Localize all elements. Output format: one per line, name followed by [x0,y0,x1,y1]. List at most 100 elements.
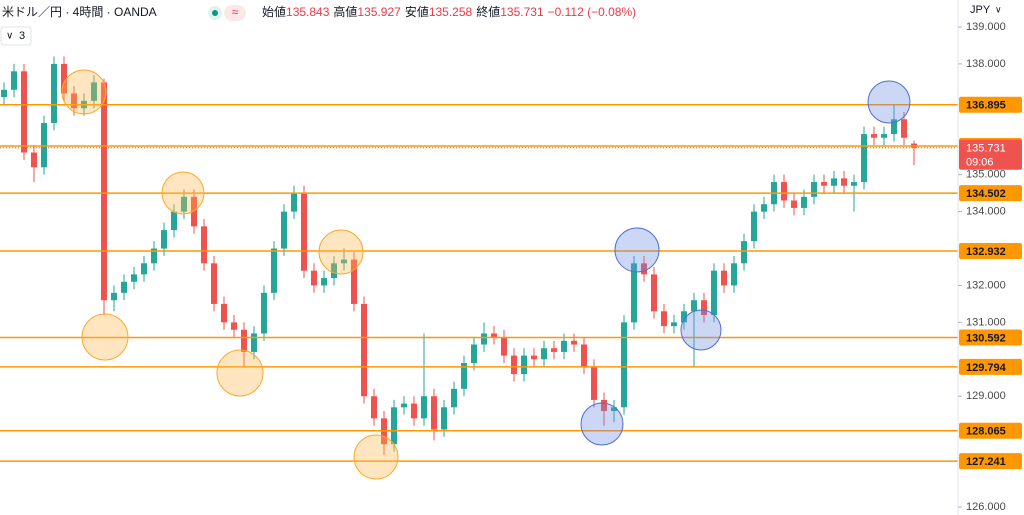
candle-body [231,322,237,330]
annotations [61,69,911,480]
level-label-bg [959,422,1022,439]
ohlc-label: 終値 [476,4,500,19]
level-label: 134.502 [966,188,1006,200]
last-price-bg [959,139,1022,170]
candle-body [431,396,437,430]
candle-body [491,333,497,338]
candle-body [511,355,517,375]
candle-body [351,259,357,304]
candles [1,56,917,456]
candle-body [701,300,707,315]
candle-body [501,337,507,356]
candle-body [181,196,187,212]
levels [0,103,958,462]
candle-body [561,340,567,352]
candle-body [801,196,807,208]
ohlc-value: 135.927 [357,5,401,19]
price-axis: 139.000 138.000 135.000 134.000 132.000 131.0… [958,21,1006,513]
candle-body [591,366,597,400]
candle-body [221,303,227,323]
candle-body [11,71,17,90]
level-label: 136.895 [966,100,1006,112]
candle-body [161,230,167,249]
candle-body [391,407,397,445]
candle-body [331,263,337,279]
candle-body [241,329,247,352]
candle-body [261,292,267,334]
candle-body [191,196,197,227]
y-tick-label: 131.000 [966,316,1006,328]
candle-body [551,348,557,352]
level-labels: 136.895135.778134.502132.932130.592129.7… [959,96,1022,470]
ohlc-value: 135.258 [429,5,473,19]
highlight-circle [61,69,107,115]
candle-body [291,193,297,212]
candle-body [21,71,27,153]
chevron: ∨ [6,31,13,42]
candle-body [41,122,47,168]
candle-body [91,82,97,101]
candle-body [741,241,747,264]
candle-body [711,270,717,315]
candle-body [1,89,7,98]
y-tick-label: 129.000 [966,390,1006,402]
y-tick-label: 135.000 [966,169,1006,181]
status-dot [212,10,218,16]
candle-body [361,303,367,397]
candle-body [731,263,737,286]
candle-body [411,403,417,419]
candle-body [401,403,407,408]
highlight-circle [867,80,911,124]
candle-body [571,340,577,345]
candle-body [471,344,477,363]
highlight-circle [216,349,264,397]
candle-body [111,292,117,301]
y-tick-label: 126.000 [966,501,1006,513]
highlight-circle [161,171,205,215]
candle-body [251,333,257,352]
y-tick-label: 139.000 [966,21,1006,33]
candle-body [451,388,457,408]
candle-body [751,211,757,242]
candle-body [301,193,307,271]
highlight-circle [680,309,722,351]
level-label: 127.241 [966,456,1006,468]
candle-body [171,211,177,231]
candle-body [861,134,867,183]
candle-body [541,348,547,360]
countdown: 09:06 [966,157,994,169]
indicator-toggle[interactable] [0,26,32,46]
candle-body [441,407,447,430]
level-label-bg [959,453,1022,470]
candle-body [761,204,767,212]
ohlc-label: 高値 [333,4,357,19]
header: 米ドル／円 · 4時間 · OANDA ≈ 始値135.843 高値135.927… [0,4,1002,46]
candle-body [51,63,57,123]
candle-body [371,396,377,419]
level-label-bg [959,243,1022,260]
candle-body [871,134,877,138]
candle-body [681,311,687,323]
currency[interactable]: JPY [970,4,991,16]
symbol: 米ドル／円 · 4時間 · OANDA [2,5,157,19]
candle-body [641,263,647,275]
candle-body [481,333,487,345]
candle-body [531,355,537,360]
candle-body [101,82,107,301]
candle-body [321,278,327,286]
level-label-bg [959,358,1022,375]
change: −0.112 (−0.08%) [548,5,637,19]
level-label-bg [959,329,1022,346]
candle-body [691,300,697,312]
highlight-circle [614,227,660,273]
candle-body [811,182,817,197]
candle-body [841,178,847,186]
highlight-circle [318,229,364,275]
candle-body [671,322,677,327]
level-label: 132.932 [966,246,1006,258]
candle-body [201,226,207,264]
level-label-bg [959,185,1022,202]
badge[interactable] [224,5,246,21]
